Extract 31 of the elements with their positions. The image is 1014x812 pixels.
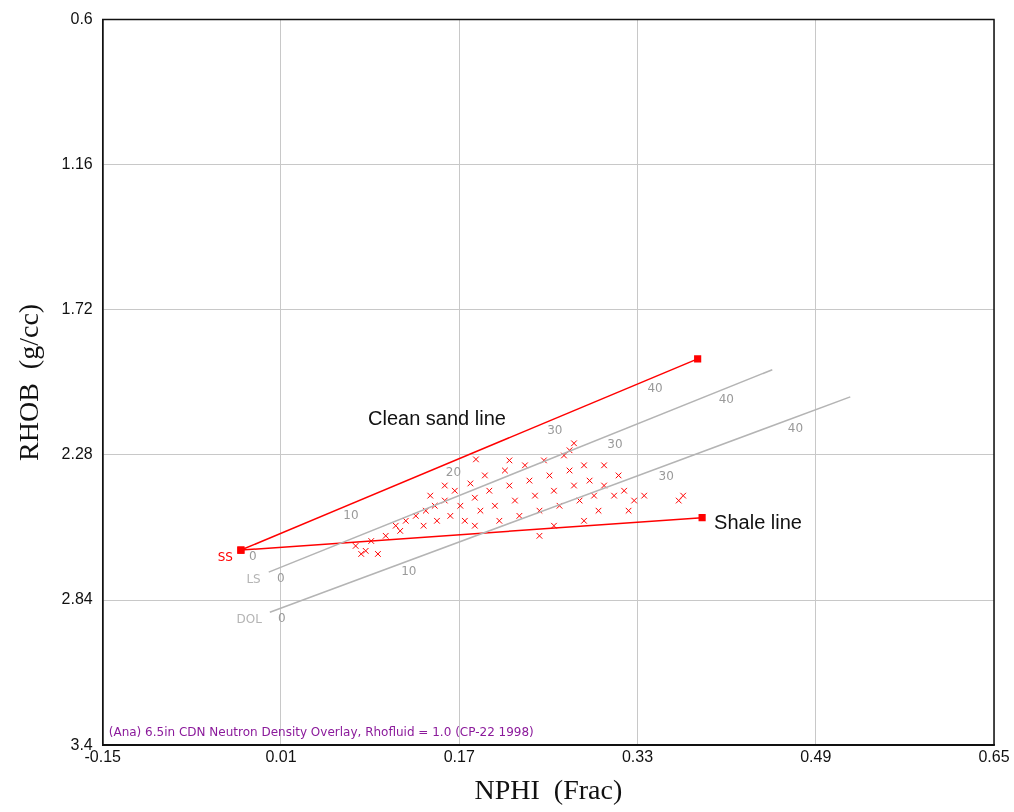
x-tick-label: 0.17 [443,748,475,766]
annotation: 40 [647,380,663,395]
y-axis-title: RHOB (g/cc) [13,303,45,461]
x-tick-label: 0.33 [621,748,654,766]
annotation: 40 [787,420,804,435]
x-tick-label: 0.01 [265,748,297,766]
annotation: 0 [249,549,257,564]
x-axis-title: NPHI (Frac) [474,773,623,805]
x-tick-label: 0.49 [800,748,832,766]
series-label: SS [217,550,233,565]
annotation: 10 [401,564,417,579]
annotation: Clean sand line [368,407,506,430]
x-tick-label: 0.65 [978,748,1010,766]
y-tick-label: 0.6 [70,10,93,28]
y-tick-label: 2.84 [61,590,93,608]
annotation: 40 [718,392,735,407]
y-tick-label: 2.28 [61,445,93,463]
annotation: 10 [343,508,359,523]
annotation: 20 [445,465,462,480]
series-label: LS [246,572,261,587]
annotation: 30 [547,422,563,437]
annotation: 0 [278,611,286,626]
annotation: 0 [276,571,285,586]
x-tick-label: -0.15 [84,748,122,766]
annotation: 30 [658,468,674,483]
y-tick-label: 1.16 [61,155,93,173]
annotation: 30 [607,436,623,451]
y-tick-label: 1.72 [61,300,93,318]
annotation: Shale line [714,511,802,534]
annotation: (Ana) 6.5in CDN Neutron Density Overlay, Rhofluid = 1.0 (CP-22 1998) [108,725,534,740]
series-label: DOL [236,612,263,627]
